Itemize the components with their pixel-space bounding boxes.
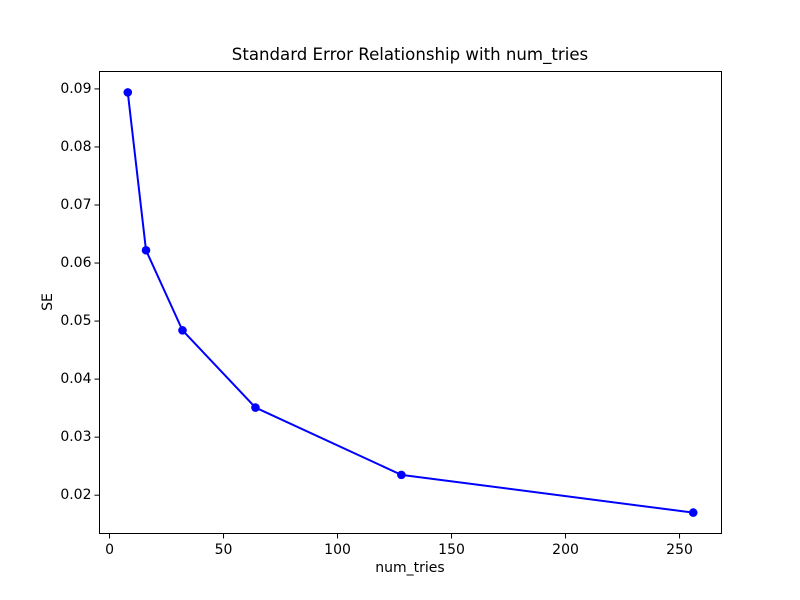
data-point-marker: [123, 88, 133, 97]
y-tick-label: 0.05: [60, 313, 92, 330]
data-point-marker: [397, 470, 406, 480]
x-tick-label: 200: [552, 541, 579, 558]
x-axis-label: num_tries: [375, 560, 445, 576]
data-point-marker: [251, 403, 260, 412]
y-tick-label: 0.04: [60, 371, 92, 388]
x-tick-label: 0: [105, 541, 114, 558]
axes-frame: [99, 71, 722, 534]
x-tick-label: 150: [438, 541, 465, 558]
data-point-marker: [688, 508, 698, 517]
series-line: [126, 92, 694, 514]
x-tick-label: 50: [214, 541, 233, 558]
x-tick-label: 100: [324, 541, 351, 558]
y-tick-label: 0.06: [60, 255, 92, 272]
y-tick-label: 0.09: [60, 80, 92, 97]
y-tick-label: 0.08: [60, 138, 92, 155]
x-tick-label: 250: [666, 541, 693, 558]
y-tick-label: 0.07: [60, 196, 92, 213]
chart-title: Standard Error Relationship with num_tri…: [231, 45, 589, 64]
data-point-marker: [178, 326, 187, 335]
y-axis-label: SE: [40, 293, 56, 311]
y-tick-label: 0.02: [60, 487, 92, 504]
data-point-marker: [141, 245, 151, 255]
y-tick-label: 0.03: [60, 429, 92, 446]
